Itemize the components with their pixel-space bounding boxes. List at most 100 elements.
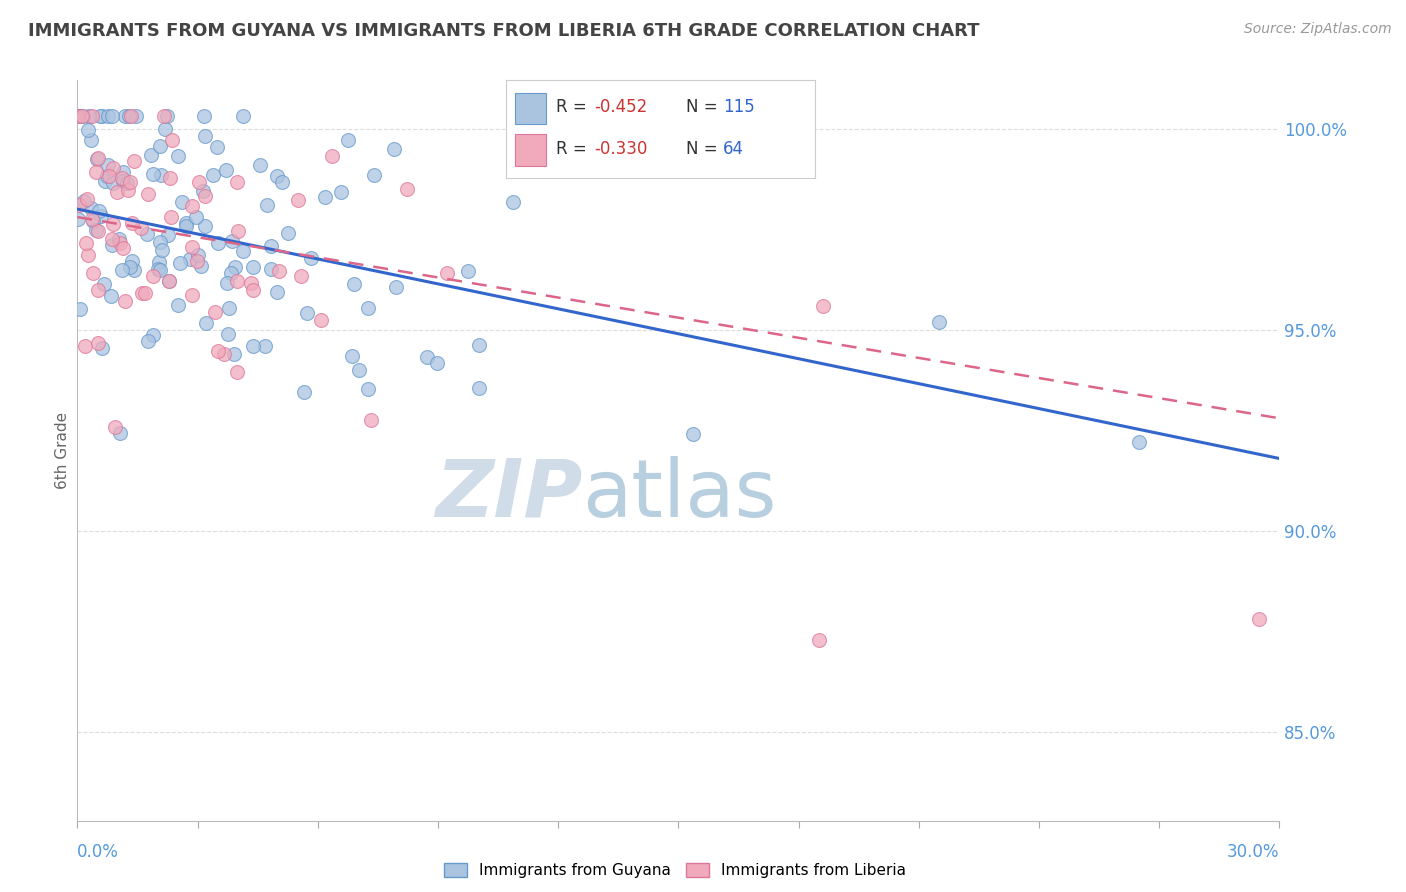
Point bbox=[215, 162, 238, 177]
Point bbox=[75, 339, 97, 353]
Point bbox=[86, 153, 108, 167]
Point bbox=[169, 256, 191, 270]
Point bbox=[330, 185, 353, 199]
Point bbox=[90, 110, 112, 124]
Point bbox=[76, 235, 98, 250]
Point bbox=[226, 175, 249, 189]
Point bbox=[101, 110, 124, 124]
Point bbox=[141, 147, 163, 161]
Point bbox=[226, 224, 249, 238]
Text: 64: 64 bbox=[723, 140, 744, 158]
Point bbox=[136, 187, 159, 202]
Point bbox=[159, 171, 181, 186]
Point bbox=[121, 254, 143, 268]
Point bbox=[105, 186, 128, 200]
Point bbox=[172, 194, 194, 209]
Text: 30.0%: 30.0% bbox=[1227, 843, 1279, 861]
Point bbox=[226, 274, 249, 288]
Point bbox=[66, 110, 89, 124]
Point bbox=[167, 148, 190, 162]
Point bbox=[153, 122, 176, 136]
Point bbox=[385, 280, 408, 294]
Point bbox=[215, 276, 238, 290]
Point bbox=[84, 222, 107, 236]
Point bbox=[457, 264, 479, 278]
Point bbox=[117, 183, 139, 197]
Point bbox=[129, 220, 152, 235]
Point bbox=[224, 260, 246, 274]
Point bbox=[242, 339, 264, 353]
Point bbox=[69, 110, 91, 124]
Point bbox=[112, 241, 135, 255]
Bar bbox=[516, 134, 547, 166]
Point bbox=[212, 347, 235, 361]
Point bbox=[191, 184, 214, 198]
Point bbox=[149, 139, 172, 153]
Point bbox=[142, 268, 165, 283]
Point bbox=[267, 264, 290, 278]
Point bbox=[232, 244, 254, 259]
Point bbox=[266, 285, 288, 299]
Point bbox=[242, 260, 264, 275]
Point bbox=[153, 110, 176, 124]
Point bbox=[89, 110, 111, 124]
Point bbox=[82, 266, 104, 280]
Point bbox=[142, 167, 165, 181]
Point bbox=[259, 239, 281, 253]
Point bbox=[149, 168, 172, 182]
Point bbox=[218, 301, 240, 315]
Point bbox=[347, 363, 370, 377]
Point bbox=[271, 175, 294, 189]
Point bbox=[311, 313, 333, 327]
Point bbox=[73, 194, 96, 208]
Point bbox=[111, 263, 134, 277]
Point bbox=[94, 174, 117, 188]
Text: atlas: atlas bbox=[582, 456, 776, 534]
Point bbox=[118, 110, 141, 124]
Point bbox=[181, 240, 204, 254]
Point bbox=[190, 260, 212, 274]
Point bbox=[205, 140, 228, 154]
Point bbox=[363, 168, 385, 182]
Bar bbox=[516, 93, 547, 124]
Point bbox=[426, 356, 449, 370]
Point bbox=[111, 174, 134, 188]
Point bbox=[124, 154, 146, 169]
Point bbox=[87, 335, 110, 350]
Point bbox=[219, 267, 242, 281]
Point bbox=[101, 232, 124, 246]
Point bbox=[928, 315, 950, 329]
Point bbox=[70, 110, 93, 124]
Point bbox=[176, 219, 198, 233]
Text: ZIP: ZIP bbox=[434, 456, 582, 534]
Point bbox=[90, 209, 112, 223]
Point bbox=[416, 350, 439, 364]
Point bbox=[436, 266, 458, 280]
Point bbox=[89, 204, 111, 219]
Point bbox=[108, 232, 131, 246]
Point bbox=[221, 234, 243, 248]
Point bbox=[207, 343, 229, 358]
Point bbox=[101, 217, 124, 231]
Point bbox=[76, 193, 98, 207]
Point bbox=[80, 202, 103, 216]
Text: Source: ZipAtlas.com: Source: ZipAtlas.com bbox=[1244, 22, 1392, 37]
Point bbox=[186, 253, 208, 268]
Point bbox=[184, 210, 207, 224]
Point bbox=[148, 255, 170, 269]
Point bbox=[67, 198, 90, 212]
Point bbox=[207, 236, 229, 251]
Point bbox=[292, 384, 315, 399]
Point bbox=[256, 198, 278, 212]
Point bbox=[468, 338, 491, 352]
Point bbox=[124, 263, 146, 277]
Point bbox=[157, 274, 180, 288]
Point bbox=[93, 277, 115, 291]
Point bbox=[222, 346, 245, 360]
Point bbox=[811, 299, 834, 313]
Point bbox=[91, 341, 114, 355]
Point bbox=[82, 214, 104, 228]
Point bbox=[124, 110, 146, 124]
Point bbox=[194, 189, 217, 203]
Point bbox=[112, 165, 135, 179]
